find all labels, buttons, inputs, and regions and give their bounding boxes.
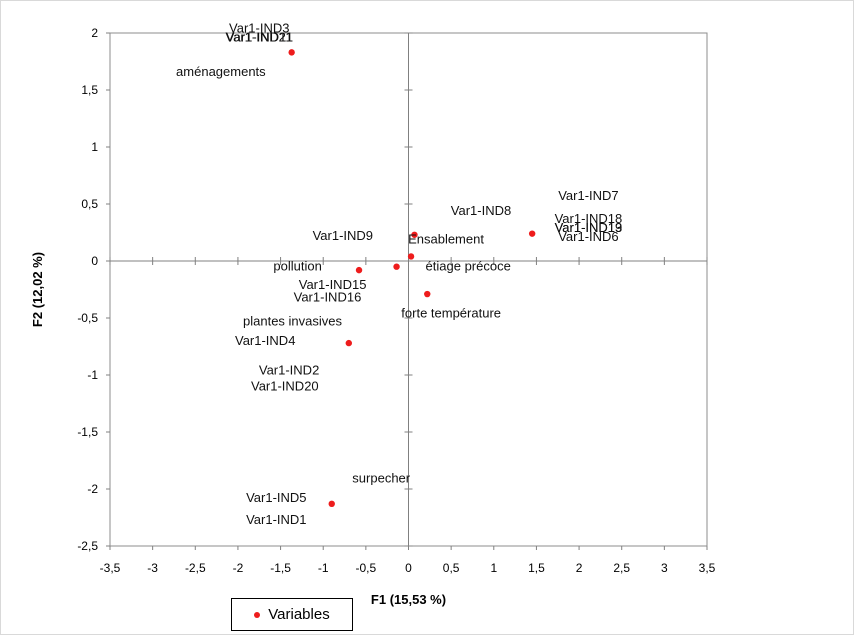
data-point [424, 290, 431, 298]
data-point [393, 263, 400, 270]
x-tick-label: 0 [405, 561, 412, 575]
legend: Variables [231, 598, 353, 631]
point-label: Var1-IND4 [235, 333, 295, 348]
data-point [407, 253, 415, 260]
point-label: forte température [401, 305, 501, 320]
x-tick-label: 3 [661, 561, 668, 575]
point-label: Var1-IND21 [225, 30, 293, 45]
point-label: Var1-IND6 [558, 229, 618, 244]
point-label: étiage précoce [426, 259, 511, 274]
data-point [528, 230, 536, 237]
point-label: Var1-IND7 [558, 188, 618, 203]
x-tick-label: -1 [318, 561, 329, 575]
y-tick-label: 2 [91, 26, 98, 40]
point-label: Var1-IND19 [555, 220, 623, 235]
x-tick-label: -3,5 [100, 561, 121, 575]
legend-marker [254, 611, 261, 618]
point-label: plantes invasives [243, 313, 342, 328]
y-tick-label: -2,5 [77, 539, 98, 553]
data-point [288, 49, 295, 56]
point-label: aménagements [176, 64, 266, 79]
y-tick-label: 0 [91, 254, 98, 268]
x-tick-label: 1,5 [528, 561, 545, 575]
point-label: Var1-IND16 [294, 289, 362, 304]
x-tick-label: -1,5 [270, 561, 291, 575]
point-label: Var1-IND13 [555, 220, 623, 235]
point-label: Var1-IND18 [555, 211, 623, 226]
point-label: Var1-IND9 [313, 228, 373, 243]
point-label: Var1-IND20 [251, 378, 319, 393]
x-tick-label: 1 [490, 561, 497, 575]
point-label: Var1-IND1 [246, 512, 306, 527]
data-point [328, 500, 335, 508]
point-label: Var1-IND3 [229, 20, 289, 35]
point-label: Var1-IND2 [259, 362, 319, 377]
point-label: Var1-IND8 [451, 203, 511, 218]
y-tick-label: 0,5 [81, 197, 98, 211]
data-point [345, 339, 352, 347]
point-label: Var1-IND15 [299, 277, 367, 292]
legend-label: Variables [268, 606, 330, 623]
x-tick-label: 2,5 [613, 561, 630, 575]
x-tick-label: -3 [147, 561, 158, 575]
point-label: Var1-IND11 [226, 30, 293, 45]
y-tick-label: -0,5 [77, 311, 98, 325]
data-point [355, 266, 363, 274]
x-axis-title: F1 (15,53 %) [371, 592, 446, 607]
y-tick-label: 1 [91, 140, 98, 154]
x-tick-label: 3,5 [699, 561, 716, 575]
point-label: surpecher [352, 471, 410, 486]
data-point [411, 231, 418, 238]
point-label: Ensablement [408, 231, 484, 246]
x-tick-label: 2 [576, 561, 583, 575]
x-tick-label: -0,5 [356, 561, 377, 575]
point-label: pollution [273, 259, 321, 274]
x-tick-label: -2 [233, 561, 244, 575]
y-axis-title: F2 (12,02 %) [30, 252, 45, 327]
y-tick-label: 1,5 [81, 83, 98, 97]
y-tick-label: -1,5 [77, 425, 98, 439]
y-tick-label: -1 [87, 368, 98, 382]
x-tick-label: -2,5 [185, 561, 206, 575]
point-label: Var1-IND5 [246, 490, 306, 505]
x-tick-label: 0,5 [443, 561, 460, 575]
y-tick-label: -2 [87, 482, 98, 496]
